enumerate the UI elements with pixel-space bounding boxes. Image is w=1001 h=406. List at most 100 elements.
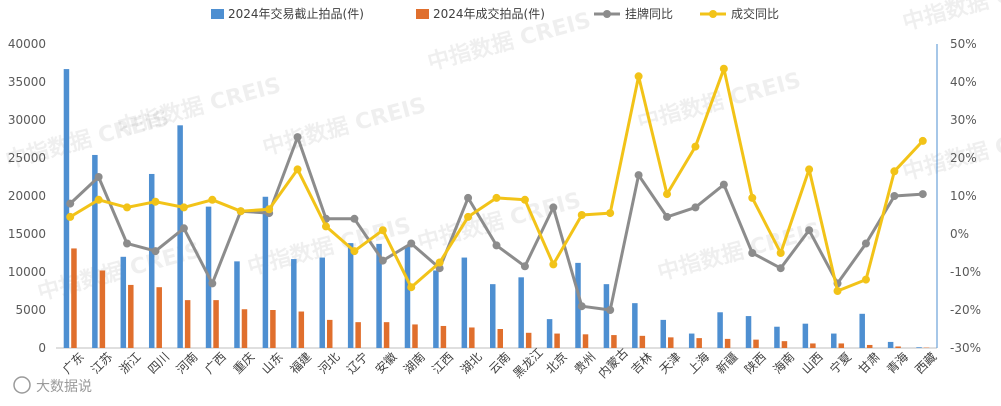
listing-yoy-point-14 [464, 193, 473, 202]
deal-yoy-point-13 [435, 258, 444, 267]
bar-listed-12 [404, 246, 411, 348]
bar-sold-21 [668, 337, 674, 348]
listing-yoy-point-17 [549, 203, 558, 212]
bar-listed-13 [433, 270, 439, 348]
x-category-label: 湖南 [400, 349, 428, 377]
legend-marker [709, 10, 717, 18]
bar-sold-29 [895, 346, 901, 348]
x-category-label: 黑龙江 [510, 345, 545, 380]
bar-listed-17 [546, 319, 553, 348]
x-category-label: 西藏 [913, 350, 940, 377]
legend-label: 2024年交易截止拍品(件) [228, 6, 364, 21]
legend-swatch [416, 9, 429, 19]
x-category-label: 辽宁 [343, 349, 371, 377]
x-category-label: 广东 [60, 350, 87, 377]
listing-yoy-point-0 [66, 199, 75, 208]
bar-listed-3 [148, 173, 155, 348]
bar-listed-28 [859, 313, 865, 348]
x-category-label: 河南 [173, 349, 201, 377]
bar-listed-20 [632, 303, 638, 348]
bar-listed-29 [887, 341, 894, 348]
x-category-label: 贵州 [571, 350, 598, 377]
listing-yoy-point-18 [577, 302, 586, 311]
bar-listed-10 [347, 243, 354, 348]
bar-listed-25 [774, 326, 780, 348]
x-category-label: 内蒙古 [595, 345, 631, 381]
x-category-label: 湖北 [457, 349, 485, 377]
bar-sold-26 [810, 343, 816, 348]
x-category-label: 江苏 [88, 350, 115, 377]
deal-yoy-point-2 [123, 203, 132, 212]
deal-yoy-point-20 [634, 72, 643, 81]
listing-yoy-point-30 [918, 190, 927, 199]
bar-listed-8 [291, 259, 297, 348]
y-right-tick-label: 10% [950, 189, 977, 203]
bar-sold-17 [554, 333, 560, 348]
deal-yoy-point-1 [94, 195, 103, 204]
bar-sold-11 [383, 322, 390, 348]
bar-sold-5 [213, 300, 219, 348]
deal-yoy-point-16 [520, 195, 529, 204]
deal-yoy-point-21 [663, 190, 672, 199]
listing-yoy-point-22 [691, 203, 700, 212]
deal-yoy-point-3 [151, 197, 160, 206]
listing-yoy-point-19 [606, 306, 615, 314]
x-category-label: 陕西 [741, 349, 769, 377]
x-category-label: 河北 [316, 350, 343, 377]
source-label: 大数据说 [36, 379, 92, 395]
bar-sold-8 [298, 311, 305, 348]
listing-yoy-point-21 [663, 212, 672, 221]
x-category-label: 浙江 [117, 350, 144, 377]
x-category-label: 重庆 [230, 350, 257, 377]
y-right-tick-label: -10% [950, 265, 981, 279]
deal-yoy-point-19 [606, 209, 615, 218]
bar-sold-19 [611, 335, 617, 348]
listing-yoy-point-11 [378, 256, 387, 265]
listing-yoy-point-16 [520, 262, 529, 271]
watermark-text: 中指数据 CREIS [115, 72, 284, 141]
y-left-tick-label: 40000 [8, 37, 46, 51]
watermark-text: 中指数据 CREIS [260, 92, 429, 161]
watermark-text: 中指数据 CREIS [655, 217, 824, 286]
deal-yoy-point-18 [577, 211, 586, 219]
bar-sold-10 [355, 322, 361, 348]
deal-yoy-point-10 [350, 247, 359, 256]
bar-sold-25 [781, 341, 788, 348]
source-logo-icon [13, 376, 31, 394]
y-right-tick-label: 50% [950, 37, 977, 51]
listing-yoy-point-20 [634, 171, 643, 180]
listing-yoy-point-3 [151, 247, 160, 256]
bar-listed-23 [717, 312, 723, 348]
bar-listed-6 [234, 261, 240, 348]
bar-listed-1 [92, 154, 98, 348]
x-category-label: 山西 [799, 350, 826, 377]
deal-yoy-point-24 [748, 193, 757, 202]
y-left-tick-label: 10000 [8, 265, 46, 279]
y-right-tick-label: 0% [950, 227, 969, 241]
deal-yoy-point-8 [293, 165, 302, 174]
deal-yoy-point-26 [805, 165, 814, 174]
x-category-label: 安徽 [372, 349, 400, 377]
bar-sold-1 [99, 270, 106, 348]
bar-listed-9 [319, 257, 325, 348]
x-category-label: 四川 [145, 350, 172, 377]
bar-sold-23 [724, 338, 731, 348]
listing-yoy-point-23 [719, 180, 728, 189]
listing-yoy-point-24 [748, 249, 757, 257]
x-category-label: 云南 [486, 349, 514, 377]
deal-yoy-point-28 [861, 275, 870, 284]
bar-listed-15 [490, 284, 496, 348]
bar-listed-21 [660, 319, 667, 348]
bar-sold-15 [497, 329, 503, 348]
y-right-tick-label: 30% [950, 113, 977, 127]
bar-sold-12 [412, 324, 418, 348]
y-right-tick-label: -20% [950, 303, 981, 317]
bar-listed-4 [177, 125, 183, 348]
legend-label: 2024年成交拍品(件) [433, 6, 545, 21]
deal-yoy-point-29 [890, 167, 899, 176]
watermark-text: 中指数据 CREIS [900, 0, 1001, 36]
bar-sold-2 [128, 284, 134, 348]
deal-yoy-point-17 [549, 260, 558, 269]
bar-listed-2 [120, 256, 127, 348]
bar-listed-30 [916, 347, 922, 348]
